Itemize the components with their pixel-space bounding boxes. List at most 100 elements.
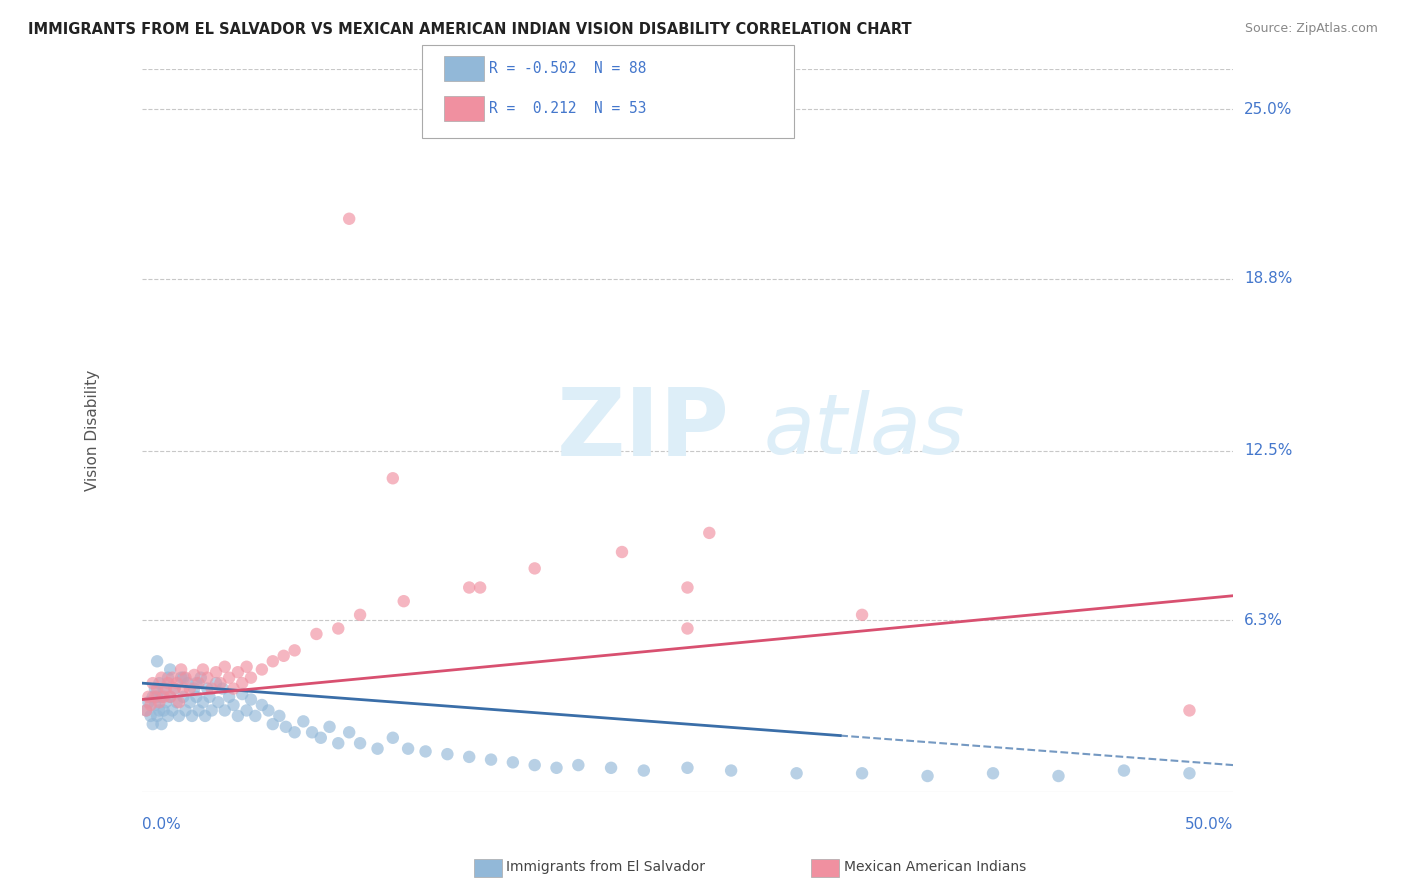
Point: [396, 741, 419, 756]
Point: [143, 698, 166, 712]
Point: [170, 671, 193, 685]
Point: [231, 676, 253, 690]
Point: [309, 731, 332, 745]
Text: atlas: atlas: [763, 390, 966, 471]
Point: [159, 690, 181, 704]
Point: [148, 703, 170, 717]
Point: [226, 665, 249, 680]
Point: [222, 698, 245, 712]
Point: [152, 690, 174, 704]
Point: [284, 725, 307, 739]
Point: [142, 690, 165, 704]
Point: [142, 676, 165, 690]
Point: [337, 211, 360, 226]
Point: [851, 607, 873, 622]
Text: ZIP: ZIP: [557, 384, 730, 476]
Point: [195, 671, 218, 685]
Point: [235, 659, 257, 673]
Point: [226, 709, 249, 723]
Point: [211, 681, 233, 696]
Point: [468, 581, 491, 595]
Point: [981, 766, 1004, 780]
Point: [284, 643, 307, 657]
Point: [697, 525, 720, 540]
Point: [194, 709, 217, 723]
Point: [139, 709, 162, 723]
Text: Mexican American Indians: Mexican American Indians: [844, 860, 1026, 874]
Point: [610, 545, 633, 559]
Point: [150, 671, 173, 685]
Text: Immigrants from El Salvador: Immigrants from El Salvador: [506, 860, 706, 874]
Point: [676, 761, 699, 775]
Point: [179, 681, 201, 696]
Point: [458, 581, 481, 595]
Point: [305, 627, 328, 641]
Point: [152, 681, 174, 696]
Point: [269, 709, 291, 723]
Point: [201, 681, 224, 696]
Text: 25.0%: 25.0%: [1244, 102, 1292, 117]
Point: [720, 764, 742, 778]
Point: [239, 692, 262, 706]
Point: [851, 766, 873, 780]
Point: [349, 607, 371, 622]
Point: [190, 671, 212, 685]
Text: R = -0.502  N = 88: R = -0.502 N = 88: [489, 62, 647, 76]
Point: [187, 703, 209, 717]
Point: [917, 769, 939, 783]
Point: [381, 731, 404, 745]
Point: [176, 676, 198, 690]
Point: [157, 709, 180, 723]
Point: [436, 747, 458, 761]
Point: [198, 690, 221, 704]
Point: [172, 671, 194, 685]
Point: [138, 690, 160, 704]
Point: [166, 695, 188, 709]
Point: [157, 671, 180, 685]
Point: [301, 725, 323, 739]
Point: [152, 703, 174, 717]
Point: [155, 695, 177, 709]
Point: [146, 709, 169, 723]
Point: [214, 659, 236, 673]
Point: [250, 663, 273, 677]
Point: [1178, 703, 1201, 717]
Point: [146, 690, 169, 704]
Point: [218, 690, 240, 704]
Point: [135, 703, 157, 717]
Point: [502, 756, 524, 770]
Text: 18.8%: 18.8%: [1244, 271, 1292, 286]
Point: [458, 750, 481, 764]
Text: R =  0.212  N = 53: R = 0.212 N = 53: [489, 102, 647, 116]
Point: [250, 698, 273, 712]
Point: [170, 663, 193, 677]
Point: [207, 695, 229, 709]
Point: [218, 671, 240, 685]
Point: [150, 690, 173, 704]
Point: [181, 709, 204, 723]
Point: [381, 471, 404, 485]
Point: [209, 676, 232, 690]
Point: [676, 622, 699, 636]
Point: [195, 681, 218, 696]
Point: [786, 766, 808, 780]
Point: [1178, 766, 1201, 780]
Point: [1047, 769, 1070, 783]
Point: [167, 709, 190, 723]
Point: [148, 695, 170, 709]
Point: [257, 703, 280, 717]
Text: Vision Disability: Vision Disability: [86, 370, 100, 491]
Text: 50.0%: 50.0%: [1185, 817, 1233, 832]
Point: [183, 681, 205, 696]
Point: [523, 561, 546, 575]
Point: [337, 725, 360, 739]
Point: [155, 681, 177, 696]
Point: [318, 720, 340, 734]
Point: [262, 654, 284, 668]
Point: [138, 695, 160, 709]
Point: [231, 687, 253, 701]
Point: [328, 622, 350, 636]
Point: [186, 676, 208, 690]
Point: [166, 676, 188, 690]
Point: [142, 717, 165, 731]
